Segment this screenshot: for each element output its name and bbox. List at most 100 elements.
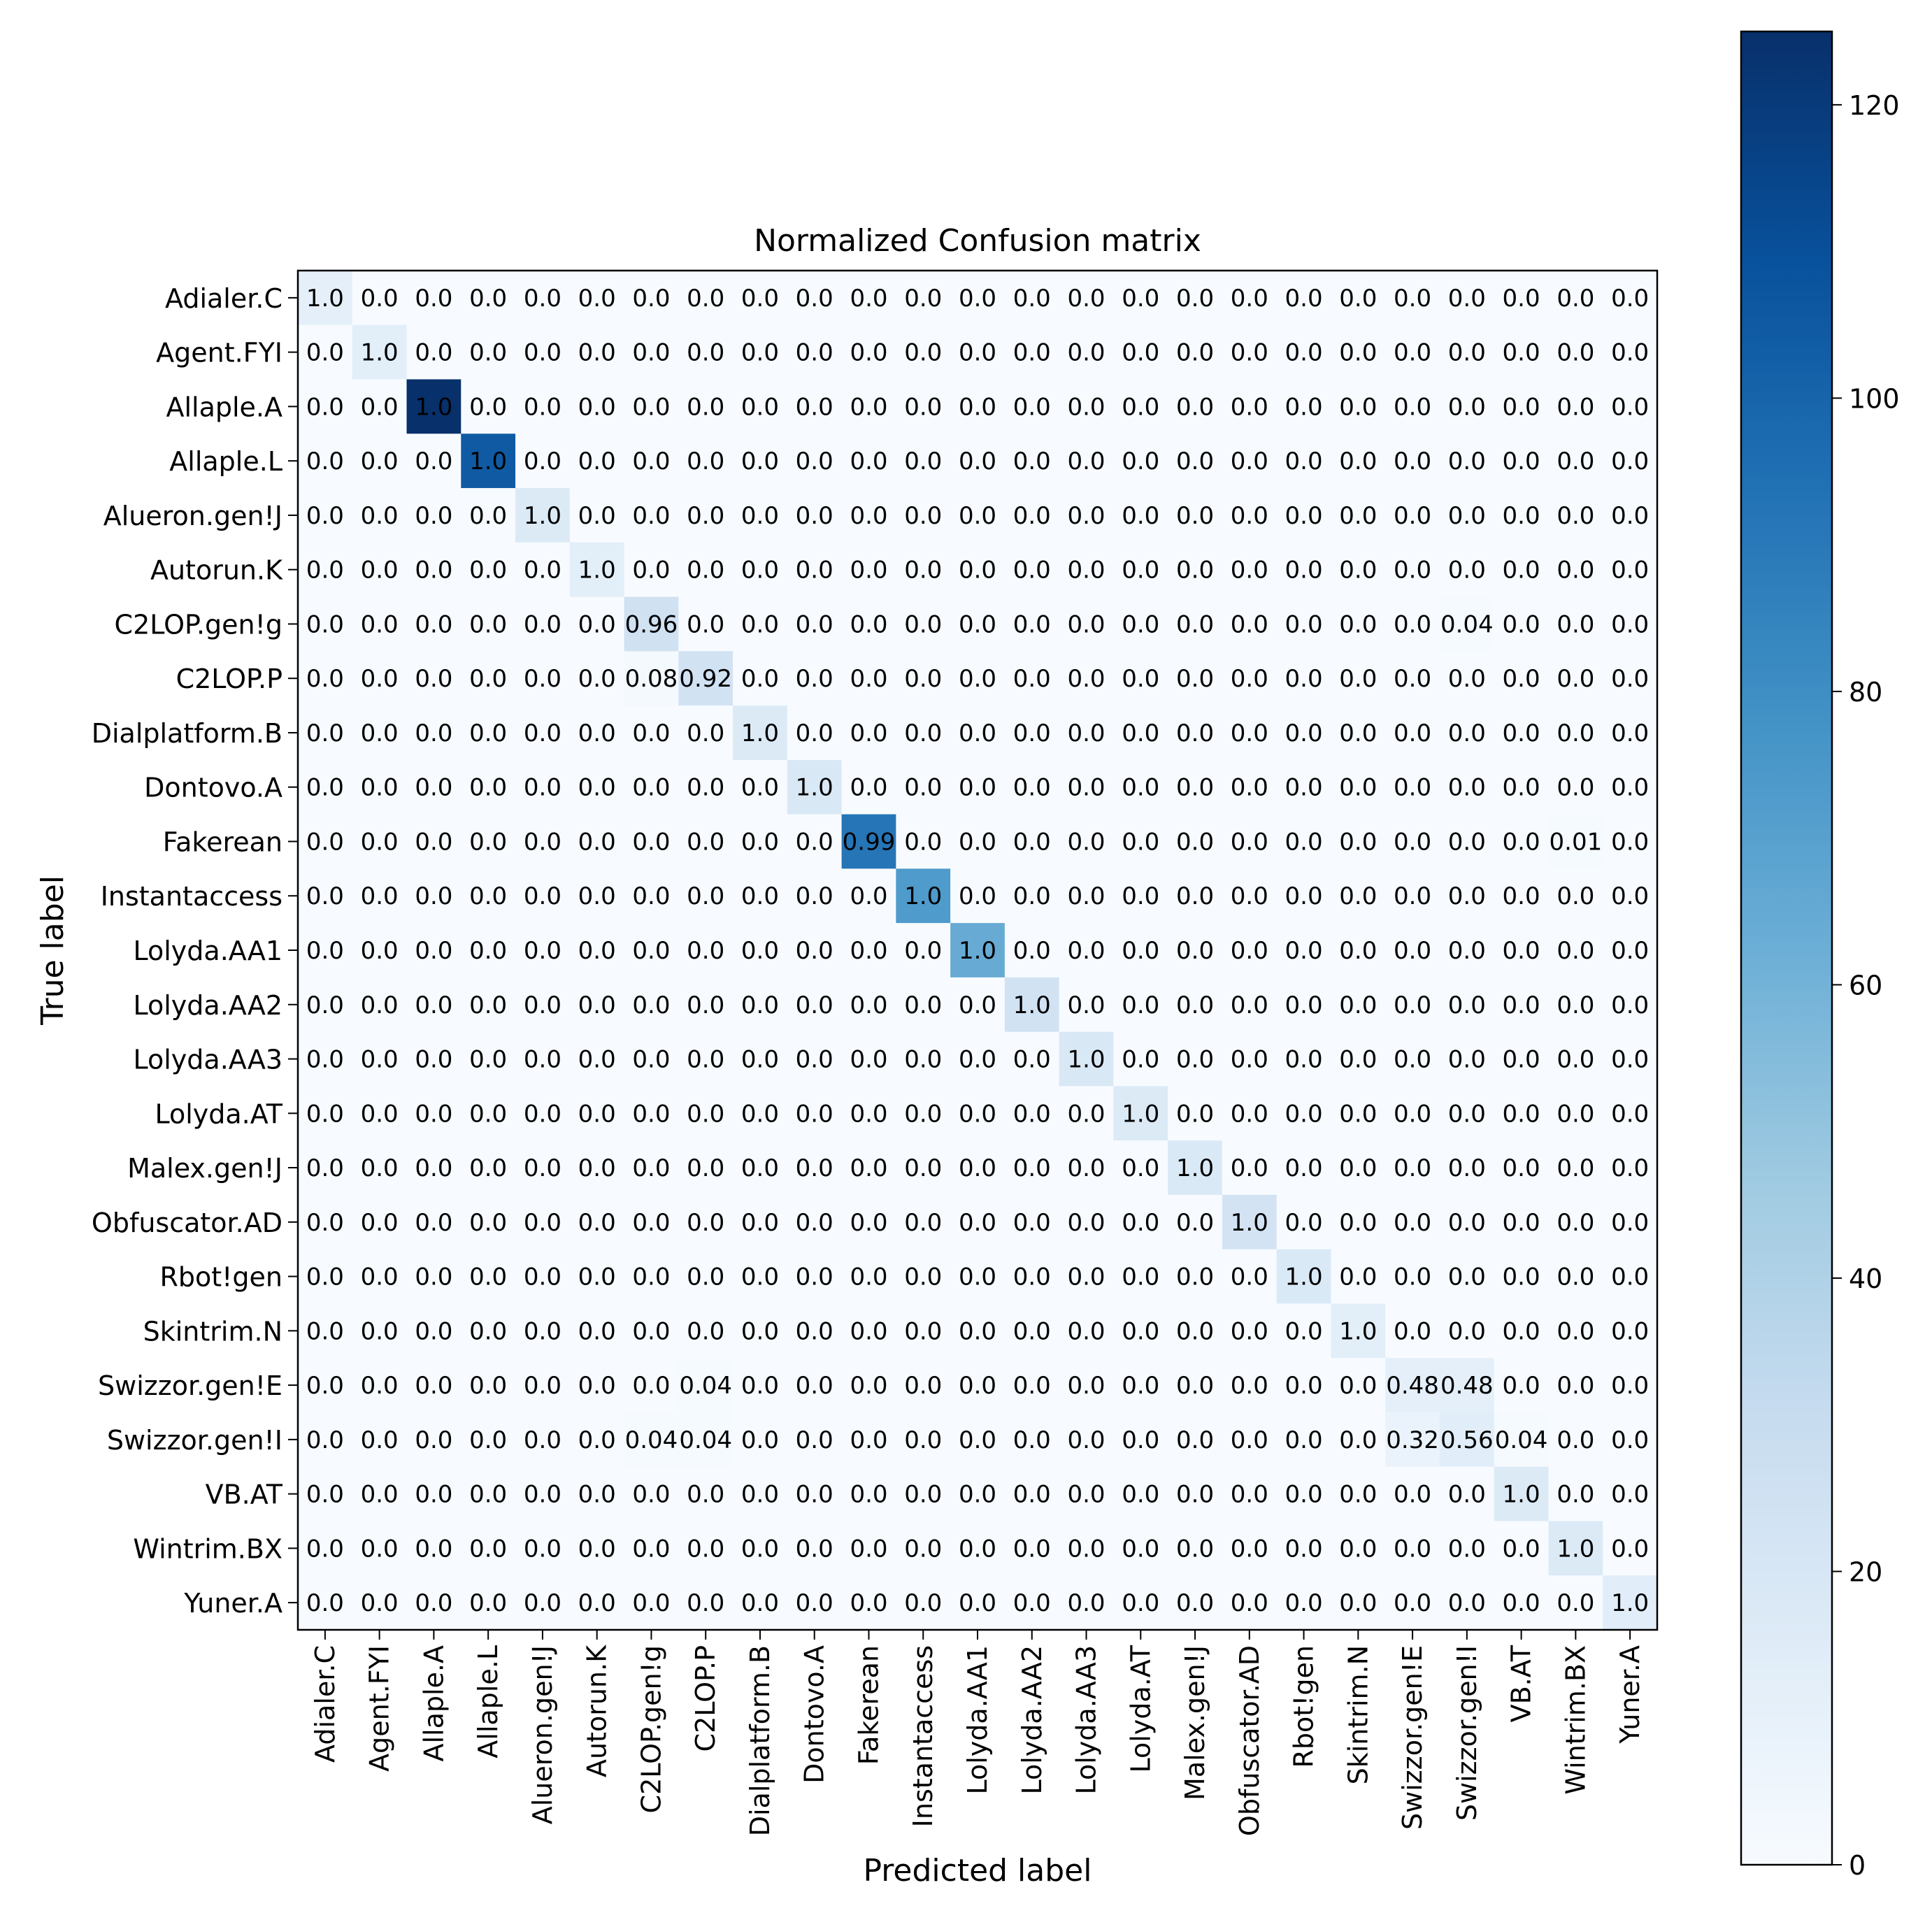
heatmap-cell: [1494, 1031, 1550, 1087]
cell-value: 0.0: [796, 719, 833, 747]
heatmap-cell: [1331, 1358, 1386, 1413]
heatmap-cell: [298, 1412, 353, 1468]
heatmap-cell: [1439, 705, 1495, 761]
heatmap-cell: [515, 923, 571, 978]
cell-value: 0.0: [632, 1589, 670, 1617]
heatmap-cell: [896, 596, 951, 652]
heatmap-cell: [1331, 705, 1386, 761]
heatmap-cell: [1385, 434, 1440, 489]
heatmap-cell: [1168, 488, 1223, 543]
cell-value: 0.0: [741, 937, 779, 965]
cell-value: 0.0: [578, 1209, 616, 1237]
heatmap-cell: [624, 1303, 679, 1359]
heatmap-cell: [1004, 1140, 1060, 1196]
cell-value: 0.0: [741, 1154, 779, 1182]
colorbar-tick-label: 60: [1849, 970, 1882, 1001]
cell-value: 0.0: [1557, 1100, 1594, 1128]
cell-value: 0.0: [469, 991, 507, 1019]
cell-value: 0.0: [687, 502, 724, 530]
y-tick-label: Yuner.A: [183, 1588, 282, 1619]
heatmap-cell: [787, 759, 843, 815]
cell-value: 0.0: [904, 393, 942, 421]
cell-value: 0.0: [1067, 774, 1105, 802]
cell-value: 0.0: [1176, 1372, 1214, 1400]
heatmap-cell: [1494, 488, 1550, 543]
cell-value: 0.0: [632, 1481, 670, 1509]
cell-value: 1.0: [1503, 1481, 1540, 1509]
heatmap-cell: [298, 868, 353, 924]
heatmap-cell: [461, 1303, 516, 1359]
cell-value: 0.0: [1285, 1372, 1323, 1400]
cell-value: 0.0: [1394, 828, 1431, 856]
heatmap-cell: [1548, 1086, 1603, 1141]
cell-value: 0.0: [1067, 665, 1105, 693]
cell-value: 0.0: [904, 1209, 942, 1237]
heatmap-cell: [1439, 1575, 1495, 1631]
cell-value: 0.0: [1394, 719, 1431, 747]
cell-value: 0.0: [850, 393, 887, 421]
heatmap-cell: [950, 1412, 1006, 1468]
cell-value: 0.0: [1557, 1046, 1594, 1074]
heatmap-cell: [624, 868, 679, 924]
heatmap-cell: [624, 977, 679, 1033]
cell-value: 0.0: [578, 610, 616, 638]
y-tick-label: Skintrim.N: [143, 1316, 282, 1347]
cell-value: 0.0: [1503, 991, 1540, 1019]
heatmap-cell: [841, 1521, 896, 1576]
heatmap-cell: [678, 1303, 734, 1359]
cell-value: 0.0: [741, 1046, 779, 1074]
cell-value: 0.0: [1067, 1209, 1105, 1237]
heatmap-cell: [1276, 868, 1332, 924]
cell-value: 0.0: [741, 557, 779, 585]
cell-value: 0.0: [1176, 610, 1214, 638]
cell-value: 0.0: [1448, 719, 1486, 747]
heatmap-cell: [515, 1086, 571, 1141]
heatmap-cell: [1004, 324, 1060, 380]
heatmap-cell: [733, 868, 788, 924]
cell-value: 0.0: [1176, 285, 1214, 313]
cell-value: 0.0: [904, 339, 942, 367]
cell-value: 0.0: [1503, 665, 1540, 693]
y-tick-label: Autorun.K: [150, 555, 283, 586]
cell-value: 0.0: [578, 774, 616, 802]
heatmap-cell: [1603, 1466, 1658, 1522]
cell-value: 0.0: [1122, 339, 1159, 367]
cell-value: 0.0: [796, 393, 833, 421]
cell-value: 0.0: [632, 828, 670, 856]
cell-value: 0.08: [625, 665, 678, 693]
heatmap-cell: [1004, 434, 1060, 489]
heatmap-cell: [1603, 1140, 1658, 1196]
cell-value: 0.0: [959, 447, 996, 475]
cell-value: 0.0: [361, 665, 399, 693]
heatmap-cell: [1222, 705, 1278, 761]
heatmap-cell: [1548, 1140, 1603, 1196]
cell-value: 0.0: [1557, 1317, 1594, 1345]
heatmap-cell: [1331, 1303, 1386, 1359]
heatmap-cell: [624, 1031, 679, 1087]
cell-value: 0.0: [687, 1481, 724, 1509]
cell-value: 0.0: [306, 557, 344, 585]
cell-value: 0.0: [850, 1535, 887, 1563]
cell-value: 0.0: [796, 610, 833, 638]
heatmap-cell: [896, 923, 951, 978]
heatmap-cell: [569, 434, 625, 489]
heatmap-cell: [515, 868, 571, 924]
cell-value: 0.0: [1122, 719, 1159, 747]
cell-value: 0.0: [469, 665, 507, 693]
heatmap-cell: [1494, 1358, 1550, 1413]
cell-value: 0.0: [1503, 1046, 1540, 1074]
heatmap-cell: [1603, 434, 1658, 489]
heatmap-cell: [515, 1358, 571, 1413]
cell-value: 1.0: [361, 339, 399, 367]
cell-value: 0.0: [1285, 1535, 1323, 1563]
cell-value: 0.0: [469, 1372, 507, 1400]
heatmap-cell: [787, 324, 843, 380]
heatmap-cell: [461, 434, 516, 489]
cell-value: 0.0: [1067, 882, 1105, 910]
heatmap-cell: [298, 596, 353, 652]
cell-value: 0.0: [1394, 1535, 1431, 1563]
cell-value: 0.0: [1176, 502, 1214, 530]
heatmap-cell: [1385, 705, 1440, 761]
heatmap-cell: [298, 814, 353, 869]
cell-value: 0.96: [625, 610, 678, 638]
